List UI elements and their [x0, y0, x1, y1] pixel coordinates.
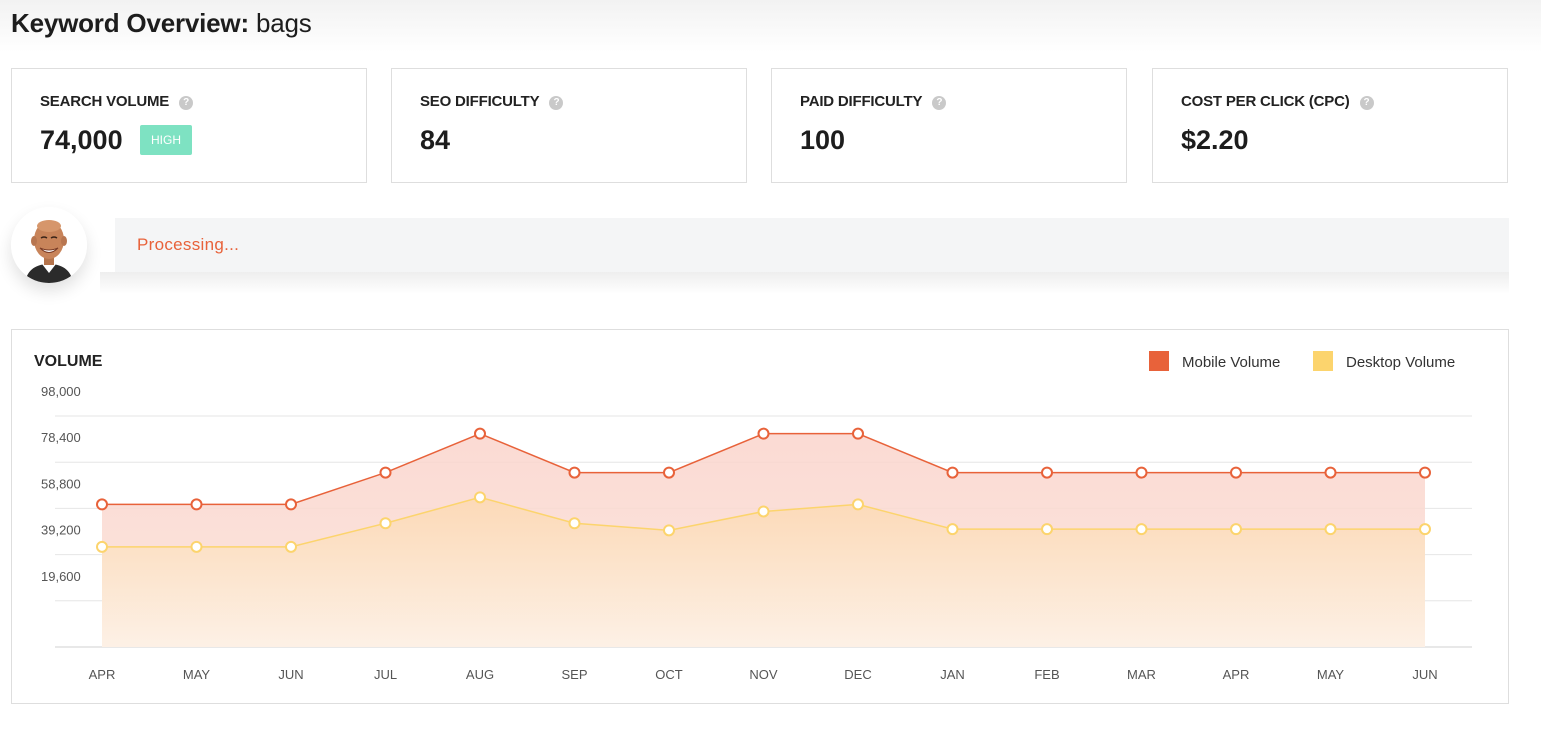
- series-area-desktop: [102, 497, 1425, 647]
- help-icon[interactable]: ?: [179, 96, 194, 110]
- metric-value: 100: [800, 125, 846, 155]
- data-point-desktop[interactable]: [285, 540, 297, 553]
- metric-label: PAID DIFFICULTY?: [800, 93, 947, 110]
- metric-label: SEARCH VOLUME?: [40, 93, 194, 110]
- data-point-mobile[interactable]: [852, 427, 864, 440]
- data-point-desktop[interactable]: [852, 498, 864, 511]
- volume-level-badge: HIGH: [140, 125, 192, 155]
- legend-item-mobile[interactable]: Mobile Volume: [1149, 351, 1280, 371]
- data-point-desktop[interactable]: [190, 540, 203, 553]
- data-point-mobile[interactable]: [190, 498, 203, 511]
- metric-label-text: SEO DIFFICULTY: [420, 93, 540, 110]
- x-tick-label: DEC: [844, 667, 871, 682]
- data-point-mobile[interactable]: [663, 466, 675, 479]
- metric-card-paid-difficulty: PAID DIFFICULTY? 100: [771, 68, 1127, 183]
- data-point-mobile[interactable]: [1041, 466, 1053, 479]
- x-tick-label: JUN: [278, 667, 303, 682]
- y-tick-label: 78,400: [41, 430, 81, 445]
- legend-item-desktop[interactable]: Desktop Volume: [1313, 351, 1455, 371]
- data-point-mobile[interactable]: [1230, 466, 1242, 479]
- x-tick-label: SEP: [561, 667, 587, 682]
- x-tick-label: OCT: [655, 667, 683, 682]
- x-tick-label: MAR: [1127, 667, 1156, 682]
- y-tick-label: 98,000: [41, 384, 81, 399]
- help-icon[interactable]: ?: [932, 96, 947, 110]
- data-point-desktop[interactable]: [568, 517, 581, 530]
- metric-label-text: COST PER CLICK (CPC): [1181, 93, 1350, 110]
- page-title-keyword: bags: [255, 8, 312, 38]
- data-point-desktop[interactable]: [1135, 523, 1148, 536]
- volume-chart: 19,600 39,200 58,800 78,400 98,000 APR MAY JUN J…: [41, 384, 1472, 682]
- data-point-desktop[interactable]: [663, 524, 675, 537]
- x-tick-label: JUN: [1412, 667, 1437, 682]
- legend-swatch-desktop: [1313, 351, 1333, 371]
- help-icon[interactable]: ?: [549, 96, 564, 110]
- data-point-mobile[interactable]: [379, 466, 392, 479]
- y-tick-label: 19,600: [41, 569, 81, 584]
- data-point-mobile[interactable]: [1419, 466, 1431, 479]
- page-title: Keyword Overview: bags: [11, 7, 312, 39]
- volume-chart-card: 19,600 39,200 58,800 78,400 98,000 APR MAY JUN J…: [11, 329, 1509, 704]
- page-title-prefix: Keyword Overview:: [11, 8, 249, 38]
- x-tick-label: APR: [89, 667, 116, 682]
- legend-swatch-mobile: [1149, 351, 1169, 371]
- metric-value: 74,000: [40, 125, 123, 155]
- data-point-desktop[interactable]: [1230, 523, 1242, 536]
- data-point-desktop[interactable]: [1419, 523, 1431, 536]
- data-point-desktop[interactable]: [946, 523, 959, 536]
- metric-label-text: SEARCH VOLUME: [40, 93, 170, 110]
- data-point-mobile[interactable]: [96, 498, 108, 511]
- data-point-mobile[interactable]: [568, 466, 581, 479]
- data-point-mobile[interactable]: [474, 427, 486, 440]
- metric-card-search-volume: SEARCH VOLUME? 74,000 HIGH: [11, 68, 367, 183]
- data-point-desktop[interactable]: [474, 491, 486, 504]
- data-point-mobile[interactable]: [946, 466, 959, 479]
- data-point-mobile[interactable]: [285, 498, 297, 511]
- data-point-mobile[interactable]: [1324, 466, 1337, 479]
- x-tick-label: MAY: [1317, 667, 1345, 682]
- x-tick-label: APR: [1223, 667, 1250, 682]
- top-bar: [0, 0, 1541, 52]
- data-point-desktop[interactable]: [1041, 523, 1053, 536]
- x-tick-label: AUG: [466, 667, 494, 682]
- metric-label-text: PAID DIFFICULTY: [800, 93, 923, 110]
- status-text: Processing...: [137, 235, 240, 254]
- x-tick-label: FEB: [1034, 667, 1059, 682]
- avatar-portrait-icon: [11, 207, 87, 283]
- metric-label: SEO DIFFICULTY?: [420, 93, 564, 110]
- metric-label: COST PER CLICK (CPC)?: [1181, 93, 1374, 110]
- legend-label-desktop: Desktop Volume: [1346, 354, 1456, 371]
- status-bar-shadow: [100, 272, 1509, 294]
- data-point-desktop[interactable]: [96, 540, 108, 553]
- avatar: [11, 207, 87, 283]
- data-point-desktop[interactable]: [757, 505, 770, 518]
- data-point-desktop[interactable]: [1324, 523, 1337, 536]
- x-tick-label: NOV: [749, 667, 778, 682]
- y-tick-label: 39,200: [41, 523, 81, 538]
- metric-card-cpc: COST PER CLICK (CPC)? $2.20: [1152, 68, 1508, 183]
- x-tick-label: MAY: [183, 667, 211, 682]
- x-tick-label: JUL: [374, 667, 397, 682]
- metric-value: 84: [420, 125, 451, 155]
- status-bar: Processing...: [115, 218, 1509, 272]
- legend-label-mobile: Mobile Volume: [1182, 354, 1281, 371]
- metric-value: $2.20: [1181, 125, 1249, 155]
- data-point-desktop[interactable]: [379, 517, 392, 530]
- data-point-mobile[interactable]: [1135, 466, 1148, 479]
- help-icon[interactable]: ?: [1359, 96, 1374, 110]
- x-tick-label: JAN: [940, 667, 965, 682]
- data-point-mobile[interactable]: [757, 427, 770, 440]
- chart-title: VOLUME: [34, 353, 103, 370]
- y-tick-label: 58,800: [41, 476, 81, 491]
- metric-card-seo-difficulty: SEO DIFFICULTY? 84: [391, 68, 747, 183]
